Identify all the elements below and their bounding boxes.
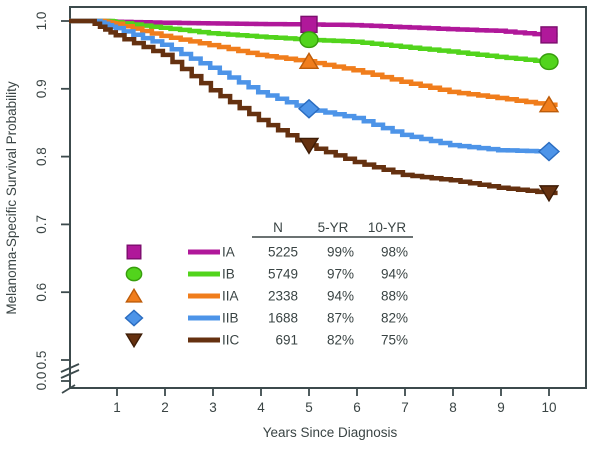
legend-n-value: 5749: [268, 267, 298, 282]
x-tick-label: 7: [401, 400, 409, 415]
x-tick-label: 5: [305, 400, 313, 415]
axis-break-slash: [60, 369, 80, 379]
curve-marker-IIA-yr5: [298, 51, 320, 70]
legend-row-IA: IA 5225 99% 98%: [126, 244, 408, 260]
legend-n-value: 1688: [268, 311, 298, 326]
legend-header-5yr: 5-YR: [318, 220, 349, 235]
curve-marker-IIC-yr10: [538, 185, 560, 203]
legend: IA 5225 99% 98% IB 5749 97% 94% IIA 2338 94% 88% IIB…: [124, 236, 413, 349]
circle-legend-icon: [125, 266, 143, 282]
y-tick-label: 0.9: [34, 79, 49, 98]
x-tick-label: 4: [257, 400, 265, 415]
diamond-legend-icon: [124, 309, 144, 327]
triangle-down-legend-icon: [125, 333, 143, 349]
legend-label: IIB: [222, 311, 239, 326]
legend-n-value: 691: [275, 333, 298, 348]
legend-header-10yr: 10-YR: [368, 220, 407, 235]
legend-header-n: N: [273, 220, 283, 235]
legend-5yr-value: 94%: [327, 289, 354, 304]
legend-10yr-value: 75%: [381, 333, 408, 348]
axis-break-slash: [60, 363, 80, 373]
x-tick-label: 1: [113, 400, 121, 415]
y-tick-label: 0.5: [34, 351, 49, 370]
legend-row-IIA: IIA 2338 94% 88%: [125, 287, 408, 304]
axis-break-corner-slash: [61, 384, 76, 394]
legend-label: IA: [222, 245, 235, 260]
curve-marker-IIB-yr5: [297, 98, 321, 119]
curve-marker-IB-yr5: [299, 31, 319, 49]
x-tick-label: 6: [353, 400, 361, 415]
legend-5yr-value: 87%: [327, 311, 354, 326]
x-tick-label: 3: [209, 400, 217, 415]
curve-marker-IA-yr5: [300, 15, 318, 34]
curve-marker-IA-yr10: [540, 26, 558, 44]
legend-5yr-value: 97%: [327, 267, 354, 282]
curve-marker-IIC-yr5: [298, 137, 320, 155]
legend-n-value: 2338: [268, 289, 298, 304]
y-tick-label: 0.8: [34, 147, 49, 166]
curve-marker-IIB-yr10: [537, 141, 561, 162]
x-tick-label: 9: [497, 400, 505, 415]
x-axis-title: Years Since Diagnosis: [263, 425, 398, 440]
square-legend-icon: [126, 244, 142, 260]
legend-row-IIC: IIC 691 82% 75%: [125, 333, 408, 349]
legend-label: IB: [222, 267, 235, 282]
x-tick-label: 8: [449, 400, 457, 415]
legend-label: IIA: [222, 289, 239, 304]
y-axis-title: Melanoma-Specific Survival Probability: [4, 81, 19, 315]
legend-10yr-value: 88%: [381, 289, 408, 304]
y-tick-label: 1.0: [34, 12, 49, 31]
survival-curves: [69, 15, 561, 203]
x-tick-label: 2: [161, 400, 169, 415]
y-tick-label: 0.0: [34, 372, 49, 391]
legend-row-IB: IB 5749 97% 94%: [125, 266, 408, 282]
legend-row-IIB: IIB 1688 87% 82%: [124, 309, 408, 327]
x-tick-label: 10: [541, 400, 556, 415]
legend-n-value: 5225: [268, 245, 298, 260]
legend-10yr-value: 98%: [381, 245, 408, 260]
legend-label: IIC: [222, 333, 240, 348]
y-tick-label: 0.7: [34, 215, 49, 234]
plot-border: [69, 6, 587, 389]
legend-10yr-value: 82%: [381, 311, 408, 326]
triangle-up-legend-icon: [125, 287, 143, 303]
legend-5yr-value: 82%: [327, 333, 354, 348]
curve-marker-IIA-yr10: [538, 95, 560, 113]
legend-10yr-value: 94%: [381, 267, 408, 282]
curve-marker-IB-yr10: [539, 53, 559, 71]
y-tick-label: 0.6: [34, 283, 49, 302]
legend-5yr-value: 99%: [327, 245, 354, 260]
axes: 1.0 0.9 0.8 0.7 0.6 0.5 0.0 1 2 3 4 5 6 7 8 9 10: [34, 6, 587, 415]
